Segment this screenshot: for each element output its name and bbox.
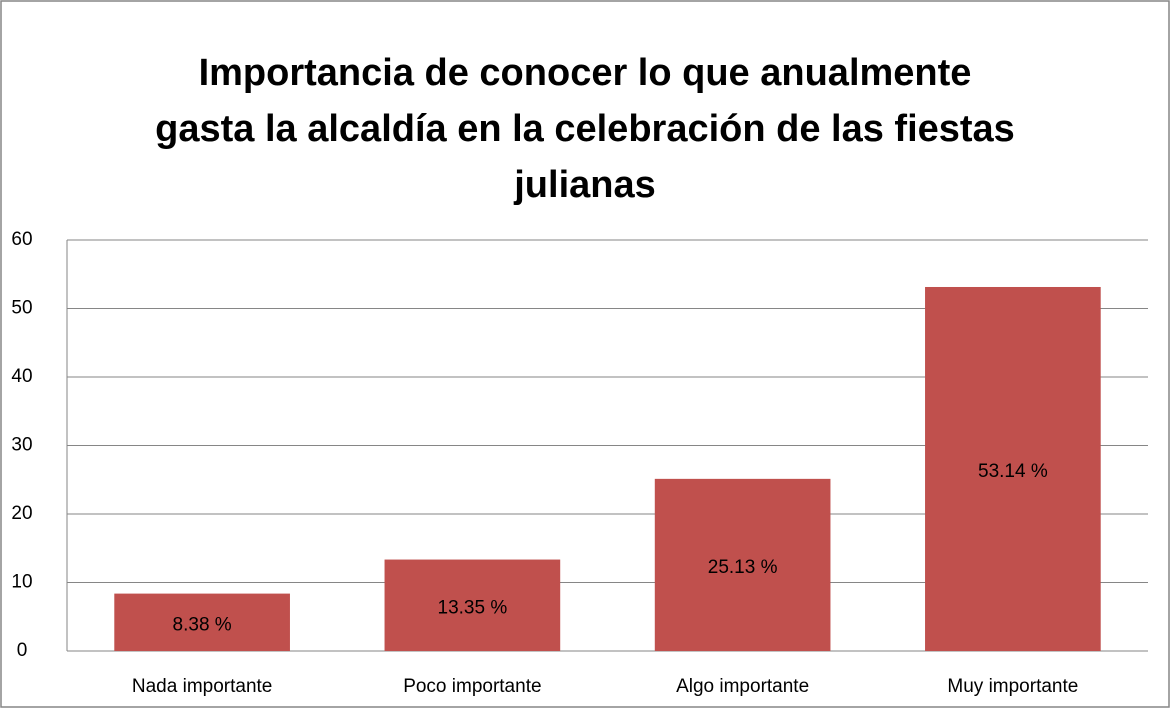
bar	[654, 478, 831, 651]
x-tick-label: Poco importante	[403, 676, 541, 697]
bar	[114, 593, 290, 651]
y-tick-label: 50	[11, 298, 32, 319]
y-tick-label: 40	[11, 366, 32, 387]
x-tick-label: Muy importante	[947, 676, 1078, 697]
bar	[384, 559, 561, 651]
chart-title: julianas	[513, 164, 656, 206]
data-label: 53.14 %	[978, 461, 1048, 482]
y-tick-label: 60	[11, 229, 32, 250]
data-label: 25.13 %	[708, 557, 778, 578]
y-tick-label: 0	[17, 640, 28, 661]
y-tick-label: 10	[11, 572, 32, 593]
data-label: 13.35 %	[438, 597, 508, 618]
x-tick-label: Algo importante	[676, 676, 809, 697]
chart-title: Importancia de conocer lo que anualmente	[199, 52, 972, 94]
y-tick-label: 30	[11, 435, 32, 456]
data-label: 8.38 %	[173, 614, 232, 635]
bar	[925, 286, 1101, 651]
x-tick-label: Nada importante	[132, 676, 272, 697]
chart-title: gasta la alcaldía en la celebración de l…	[155, 108, 1015, 150]
y-tick-label: 20	[11, 503, 32, 524]
